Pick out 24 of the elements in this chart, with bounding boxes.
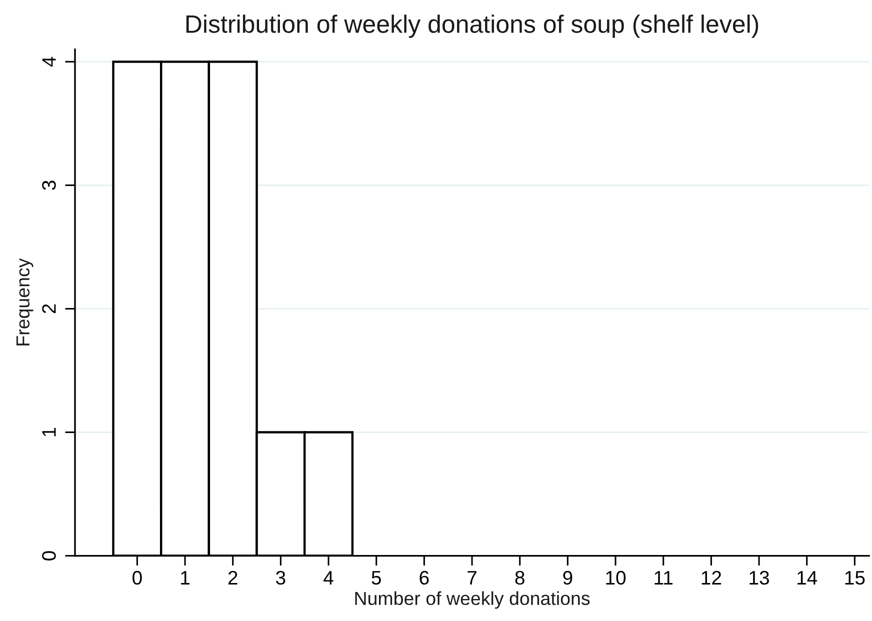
x-tick-label: 4 [324,571,334,584]
x-tick-label: 12 [702,570,722,584]
x-tick-label: 7 [468,571,476,584]
x-tick-label: 13 [750,570,769,585]
y-tick-label: 1 [42,428,56,436]
x-tick-label: 8 [515,570,524,585]
x-tick-label: 3 [276,570,286,585]
x-axis-title: Number of weekly donations [355,591,590,609]
y-tick-label: 0 [42,551,56,560]
x-tick-label: 14 [798,571,818,584]
y-axis-title: Frequency [16,258,34,346]
y-tick-label: 3 [42,180,56,190]
x-tick-label: 9 [563,570,572,585]
y-tick-label: 4 [42,56,56,67]
x-tick-label: 6 [420,570,429,585]
chart-title: Distribution of weekly donations of soup (shelf level) [186,14,758,38]
x-tick-label: 15 [845,571,865,585]
x-tick-label: 0 [132,570,142,585]
y-tick-label: 2 [42,304,56,314]
x-tick-label: 11 [654,571,672,584]
x-tick-label: 10 [606,570,626,585]
x-tick-label: 2 [228,570,238,584]
x-tick-label: 1 [181,571,190,584]
x-tick-label: 5 [372,571,381,585]
